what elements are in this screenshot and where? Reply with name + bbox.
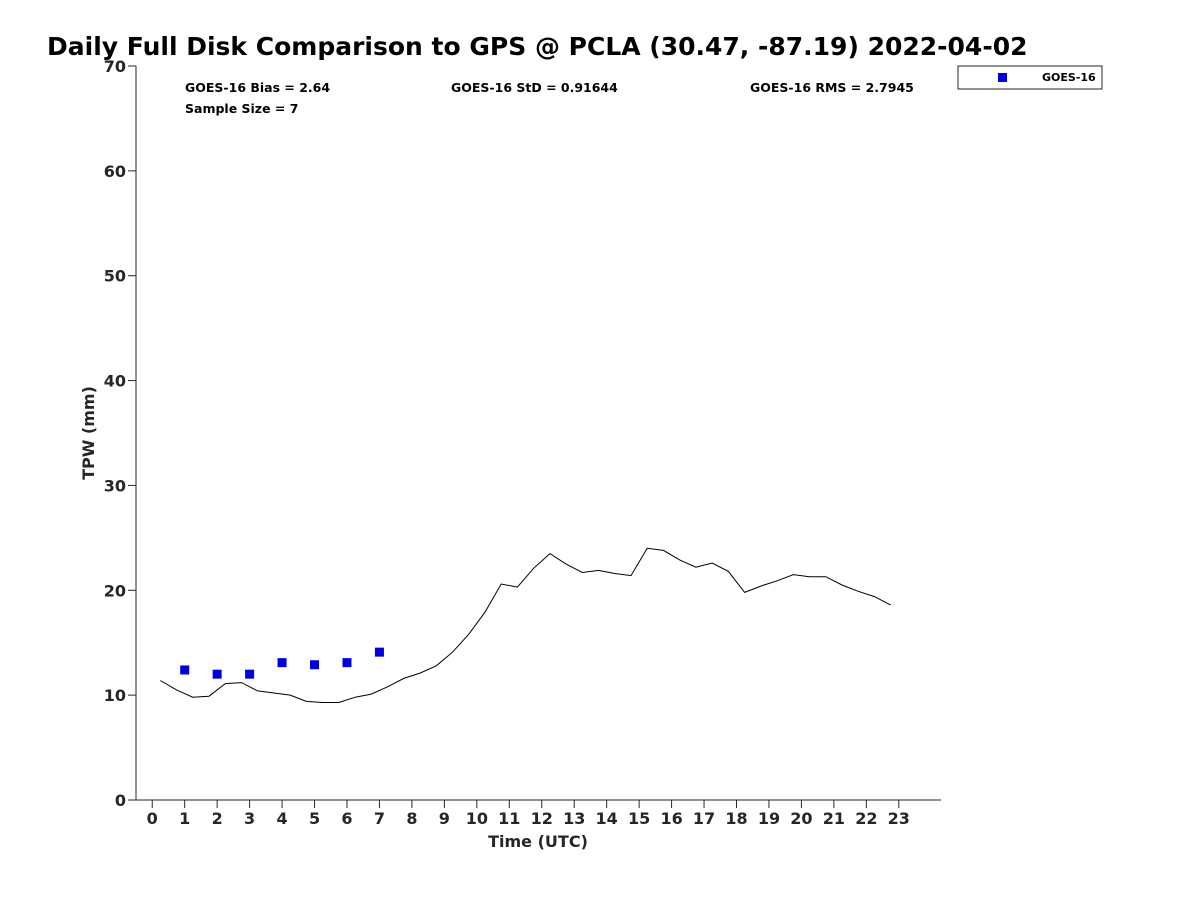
stats-annotations: GOES-16 Bias = 2.64 Sample Size = 7 GOES… [185,80,914,116]
axes [135,66,941,801]
x-tick-label: 15 [628,809,650,828]
y-tick-label: 10 [104,686,126,705]
x-axis-label: Time (UTC) [488,832,588,851]
goes16-point [245,669,255,679]
x-tick-label: 20 [790,809,812,828]
y-tick-label: 60 [104,162,126,181]
x-tick-label: 13 [563,809,585,828]
goes16-point [212,669,222,679]
x-tick-label: 4 [276,809,287,828]
goes16-point [277,658,287,668]
x-tick-label: 3 [244,809,255,828]
goes16-point [310,660,320,670]
x-tick-label: 9 [439,809,450,828]
stat-std: GOES-16 StD = 0.91644 [451,80,618,95]
x-tick-label: 7 [374,809,385,828]
chart-title: Daily Full Disk Comparison to GPS @ PCLA… [47,32,1028,61]
legend: GOES-16 [957,65,1103,90]
x-tick-label: 14 [596,809,618,828]
y-ticks: 0 10 20 30 40 50 60 70 [104,57,136,810]
y-tick-label: 20 [104,581,126,600]
stat-rms: GOES-16 RMS = 2.7945 [750,80,914,95]
stat-bias: GOES-16 Bias = 2.64 [185,80,330,95]
x-tick-label: 8 [406,809,417,828]
y-tick-label: 30 [104,476,126,495]
x-tick-label: 17 [693,809,715,828]
y-tick-label: 0 [115,791,126,810]
legend-marker [998,73,1007,82]
goes16-point [374,647,384,657]
x-tick-label: 10 [466,809,488,828]
y-tick-label: 70 [104,57,126,76]
legend-box [957,65,1103,90]
gps-tpw-line [160,547,891,703]
x-tick-label: 2 [212,809,223,828]
y-tick-label: 50 [104,267,126,286]
goes16-point [180,665,190,675]
x-tick-label: 19 [758,809,780,828]
x-tick-label: 0 [147,809,158,828]
goes16-point [342,658,352,668]
x-tick-label: 1 [179,809,190,828]
x-tick-label: 16 [660,809,682,828]
y-axis-label: TPW (mm) [79,386,98,480]
y-tick-label: 40 [104,372,126,391]
x-ticks: 0 1 2 3 4 5 6 7 8 9 10 11 12 13 14 15 16 17 18 19 20 21 22 23 [147,800,910,828]
x-tick-label: 6 [341,809,352,828]
x-tick-label: 23 [888,809,910,828]
plot-area [160,547,891,703]
legend-entry-goes16: GOES-16 [1042,71,1096,84]
x-tick-label: 18 [725,809,747,828]
x-tick-label: 21 [823,809,845,828]
stat-sample-size: Sample Size = 7 [185,101,298,116]
x-tick-label: 22 [855,809,877,828]
x-tick-label: 11 [498,809,520,828]
x-tick-label: 12 [531,809,553,828]
x-tick-label: 5 [309,809,320,828]
